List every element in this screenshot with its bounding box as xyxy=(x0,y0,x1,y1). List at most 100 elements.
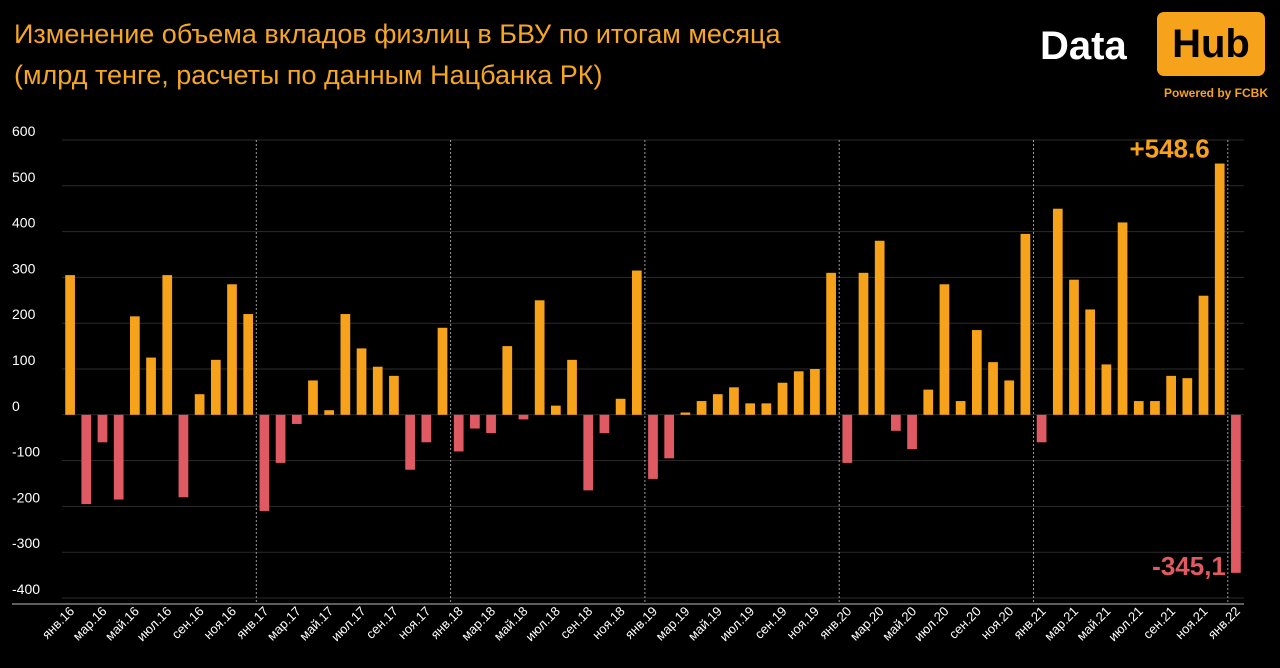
logo-data-text: Data xyxy=(1040,24,1127,68)
bar-мар.16 xyxy=(97,414,108,443)
x-tick-label: ноя.19 xyxy=(783,604,822,643)
bar-ноя.16 xyxy=(227,284,237,415)
chart-title: Изменение объема вкладов физлиц в БВУ по… xyxy=(14,14,781,96)
bar-авг.20 xyxy=(955,401,966,415)
x-tick-label: сен.17 xyxy=(363,604,401,642)
bar-май.16 xyxy=(130,316,140,415)
y-tick-label: -100 xyxy=(12,444,40,460)
bar-мар.20 xyxy=(874,240,885,415)
bar-фев.17 xyxy=(275,414,286,463)
x-tick-label: мар.21 xyxy=(1041,604,1081,644)
bar-янв.20 xyxy=(842,414,853,463)
x-tick-label: янв.18 xyxy=(427,604,465,642)
bar-июн.18 xyxy=(534,300,545,415)
bar-окт.18 xyxy=(599,414,610,434)
x-tick-label: ноя.20 xyxy=(978,604,1017,643)
bar-май.19 xyxy=(712,394,723,415)
title-line-1: Изменение объема вкладов физлиц в БВУ по… xyxy=(14,19,781,49)
bar-мар.21 xyxy=(1069,279,1079,415)
y-tick-label: 100 xyxy=(12,352,36,368)
bar-авг.16 xyxy=(178,414,189,498)
bar-янв.17 xyxy=(259,414,270,511)
bar-май.17 xyxy=(324,410,335,415)
bar-сен.21 xyxy=(1166,375,1176,415)
bar-ноя.18 xyxy=(615,398,626,415)
bar-апр.18 xyxy=(502,346,513,415)
bar-фев.19 xyxy=(664,414,675,459)
bar-сен.18 xyxy=(583,414,594,491)
bar-авг.21 xyxy=(1150,401,1160,415)
x-tick-label: мар.16 xyxy=(70,604,110,644)
bar-дек.17 xyxy=(437,327,448,415)
bar-сен.17 xyxy=(389,375,399,415)
bar-июл.18 xyxy=(550,405,561,415)
bar-апр.21 xyxy=(1085,309,1096,415)
bar-ноя.19 xyxy=(810,369,820,415)
bars xyxy=(65,163,1241,573)
x-tick-label: май.16 xyxy=(102,604,142,644)
grid-lines xyxy=(62,139,1244,604)
bar-июл.20 xyxy=(939,284,950,415)
x-tick-label: сен.19 xyxy=(751,604,789,642)
x-tick-label: июл.18 xyxy=(522,604,563,645)
bar-мар.19 xyxy=(680,412,691,415)
x-tick-label: ноя.16 xyxy=(201,604,240,643)
x-tick-label: ноя.17 xyxy=(395,604,434,643)
bar-апр.20 xyxy=(891,414,901,431)
bar-ноя.17 xyxy=(421,414,432,443)
bar-окт.19 xyxy=(793,371,804,415)
x-tick-label: май.18 xyxy=(491,604,531,644)
bar-май.20 xyxy=(907,414,917,450)
x-tick-label: янв.17 xyxy=(233,604,271,642)
bar-янв.22 xyxy=(1231,414,1241,573)
x-tick-label: май.17 xyxy=(296,604,336,644)
x-tick-label: сен.16 xyxy=(169,604,207,642)
x-tick-label: июл.20 xyxy=(911,604,952,645)
x-tick-label: янв.20 xyxy=(816,604,854,642)
bar-авг.17 xyxy=(372,366,383,415)
bar-дек.21 xyxy=(1214,163,1225,415)
bar-июн.16 xyxy=(146,357,156,415)
bar-июл.19 xyxy=(745,403,756,415)
bar-дек.16 xyxy=(243,314,254,415)
bar-окт.21 xyxy=(1182,378,1193,415)
value-label-янв.22: -345,1 xyxy=(1152,551,1226,581)
bar-дек.19 xyxy=(826,272,836,415)
x-tick-label: сен.21 xyxy=(1140,604,1178,642)
bar-фев.16 xyxy=(81,414,92,505)
y-tick-label: -400 xyxy=(12,581,40,597)
bar-май.18 xyxy=(518,414,529,420)
y-axis: 600 500 400 300 200 100 0 -100 -200 -300 -400 xyxy=(12,123,40,597)
bar-янв.19 xyxy=(648,414,658,479)
bar-июн.17 xyxy=(340,314,351,415)
x-tick-label: июл.21 xyxy=(1105,604,1146,645)
x-tick-label: янв.16 xyxy=(39,604,77,642)
bar-окт.17 xyxy=(405,414,415,470)
title-line-2: (млрд тенге, расчеты по данным Нацбанка … xyxy=(14,60,603,90)
bar-сен.20 xyxy=(971,330,982,415)
bar-дек.18 xyxy=(631,270,642,415)
bar-ноя.20 xyxy=(1004,380,1015,415)
bar-фев.18 xyxy=(470,414,480,429)
y-tick-label: 500 xyxy=(12,169,36,185)
x-tick-label: июл.16 xyxy=(134,604,175,645)
x-tick-label: май.19 xyxy=(685,604,725,644)
x-tick-label: ноя.21 xyxy=(1172,604,1211,643)
bar-янв.18 xyxy=(453,414,464,452)
bar-мар.17 xyxy=(291,414,302,424)
x-tick-label: янв.22 xyxy=(1205,604,1243,642)
bar-июл.17 xyxy=(356,348,367,415)
x-tick-label: янв.19 xyxy=(622,604,660,642)
x-tick-label: май.21 xyxy=(1074,604,1114,644)
logo-hub-box: Hub xyxy=(1157,12,1265,76)
bar-авг.19 xyxy=(761,403,772,415)
bar-окт.16 xyxy=(210,359,221,415)
x-tick-label: мар.20 xyxy=(847,604,887,644)
y-tick-label: 0 xyxy=(12,398,20,414)
bar-мар.18 xyxy=(486,414,496,434)
annotations: +548.6 -345,1 xyxy=(1129,134,1225,581)
value-label-дек.21: +548.6 xyxy=(1129,134,1209,164)
bar-май.21 xyxy=(1101,364,1112,415)
bar-июн.20 xyxy=(923,389,934,415)
